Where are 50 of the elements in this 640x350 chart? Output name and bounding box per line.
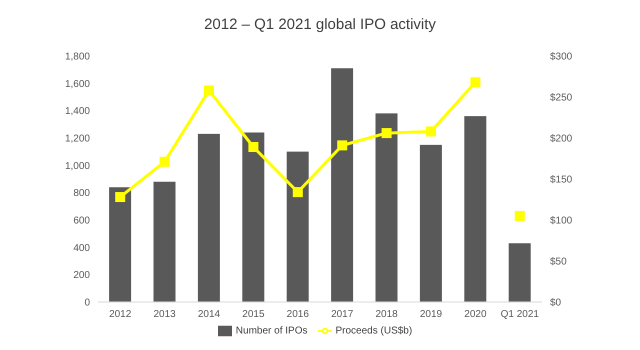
- legend-label: Proceeds (US$b): [336, 326, 412, 337]
- point: [337, 140, 348, 150]
- y2-tick-label: $0: [550, 298, 562, 309]
- point: [470, 77, 480, 88]
- y2-tick-label: $100: [550, 216, 573, 227]
- bar: [242, 132, 264, 302]
- y-tick-label: 600: [73, 216, 90, 227]
- point: [292, 187, 303, 198]
- bar: [420, 144, 442, 302]
- bar: [331, 68, 354, 302]
- y-tick-label: 1,200: [64, 134, 90, 145]
- point: [115, 192, 126, 202]
- point: [204, 85, 214, 96]
- y-tick-label: 1,600: [64, 78, 90, 90]
- y-tick-label: 1,400: [64, 106, 90, 118]
- x-tick-label: 2020: [464, 309, 487, 320]
- bar: [109, 187, 132, 302]
- bar: [464, 116, 486, 302]
- bar: [376, 113, 398, 302]
- x-tick-label: Q1 2021: [500, 309, 540, 320]
- y-tick-label: 1,000: [64, 160, 90, 172]
- x-tick-label: 2019: [420, 309, 443, 320]
- point: [514, 210, 525, 221]
- y2-tick-label: $250: [550, 92, 573, 104]
- y2-tick-label: $150: [550, 174, 573, 186]
- y2-tick-label: $50: [550, 256, 568, 268]
- x-tick-label: 2012: [109, 309, 132, 320]
- x-tick-label: 2015: [242, 309, 265, 320]
- x-tick-label: 2018: [375, 309, 398, 320]
- point: [248, 142, 258, 152]
- point: [160, 156, 170, 167]
- x-tick-label: 2017: [331, 309, 354, 320]
- y2-tick-label: $200: [550, 134, 573, 145]
- bar: [286, 152, 309, 302]
- x-tick-label: 2013: [153, 309, 176, 320]
- chart-title: 2012 – Q1 2021 global IPO activity: [203, 15, 437, 35]
- y-tick-label: 800: [73, 188, 90, 200]
- bar: [198, 134, 220, 302]
- x-tick-label: 2016: [286, 309, 310, 320]
- bar: [154, 182, 176, 302]
- y2-tick-label: $300: [550, 52, 573, 63]
- point: [382, 128, 392, 138]
- y-tick-label: 400: [73, 242, 90, 254]
- point: [426, 126, 436, 136]
- y-tick-label: 0: [84, 298, 90, 309]
- y-tick-label: 200: [73, 270, 90, 282]
- legend-label: Number of IPOs: [236, 326, 308, 337]
- bar: [508, 243, 531, 302]
- y-tick-label: 1,800: [64, 52, 90, 63]
- x-tick-label: 2014: [198, 309, 221, 320]
